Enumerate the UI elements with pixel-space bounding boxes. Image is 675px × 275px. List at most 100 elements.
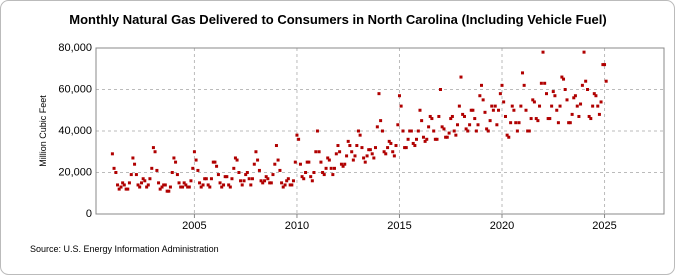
point (498, 92, 502, 96)
y-tick-label: 0 (86, 208, 92, 220)
point (297, 137, 301, 141)
point (368, 148, 372, 152)
point (502, 100, 506, 104)
point (198, 181, 202, 185)
point (539, 81, 543, 85)
point (483, 110, 487, 114)
point (233, 156, 237, 160)
point (290, 183, 294, 187)
y-tick-label: 20,000 (58, 166, 92, 178)
point (305, 160, 309, 164)
point (196, 168, 200, 172)
point (387, 139, 391, 143)
point (377, 92, 381, 96)
point (550, 104, 554, 108)
point (124, 187, 128, 191)
point (567, 121, 571, 125)
point (250, 177, 254, 181)
point (117, 187, 121, 191)
point (597, 112, 601, 116)
point (208, 185, 212, 189)
point (594, 94, 598, 98)
point (373, 146, 377, 150)
point (170, 171, 174, 174)
point (442, 127, 446, 131)
point (273, 162, 277, 166)
point (596, 104, 600, 108)
point (163, 183, 167, 187)
point (514, 121, 518, 125)
point (235, 158, 239, 162)
point (591, 104, 595, 108)
x-tick-label: 2025 (592, 220, 616, 232)
point (184, 183, 188, 187)
point (497, 108, 501, 112)
point (589, 117, 593, 121)
point (181, 185, 185, 189)
point (122, 183, 126, 187)
point (384, 152, 388, 156)
point (379, 119, 383, 123)
point (280, 181, 284, 185)
point (541, 50, 545, 54)
point (343, 162, 347, 166)
point (271, 173, 275, 177)
point (225, 175, 229, 179)
point (237, 171, 241, 174)
point (358, 133, 362, 137)
point (423, 139, 427, 143)
point (577, 114, 581, 118)
point (155, 168, 159, 172)
point (532, 100, 536, 104)
point (493, 104, 497, 108)
point (521, 71, 525, 75)
point (206, 183, 210, 187)
point (399, 104, 403, 108)
point (286, 177, 290, 181)
point (239, 179, 243, 183)
point (587, 114, 591, 118)
point (427, 125, 431, 129)
point (220, 185, 224, 189)
point (480, 83, 484, 87)
point (140, 181, 144, 185)
point (127, 181, 131, 185)
point (356, 129, 360, 133)
point (418, 108, 422, 112)
point (545, 92, 549, 96)
point (563, 88, 567, 91)
point (524, 108, 528, 112)
point (391, 150, 395, 154)
point (150, 166, 154, 170)
point (515, 129, 519, 133)
point (457, 104, 461, 108)
y-tick-label: 40,000 (58, 125, 92, 137)
point (160, 185, 164, 189)
point (278, 168, 282, 172)
point (179, 185, 183, 189)
point (314, 150, 318, 154)
point (327, 158, 331, 162)
point (411, 141, 415, 145)
point (209, 177, 213, 181)
point (310, 179, 314, 183)
point (534, 117, 538, 121)
point (367, 148, 371, 152)
point (449, 117, 453, 121)
point (562, 77, 566, 81)
point (584, 79, 588, 83)
point (274, 144, 278, 148)
point (240, 183, 244, 187)
point (138, 185, 142, 189)
point (510, 104, 514, 108)
point (324, 166, 328, 170)
point (348, 144, 352, 148)
point (580, 83, 584, 87)
point (555, 108, 559, 112)
point (375, 125, 379, 129)
point (126, 187, 130, 191)
point (382, 150, 386, 154)
point (519, 104, 523, 108)
